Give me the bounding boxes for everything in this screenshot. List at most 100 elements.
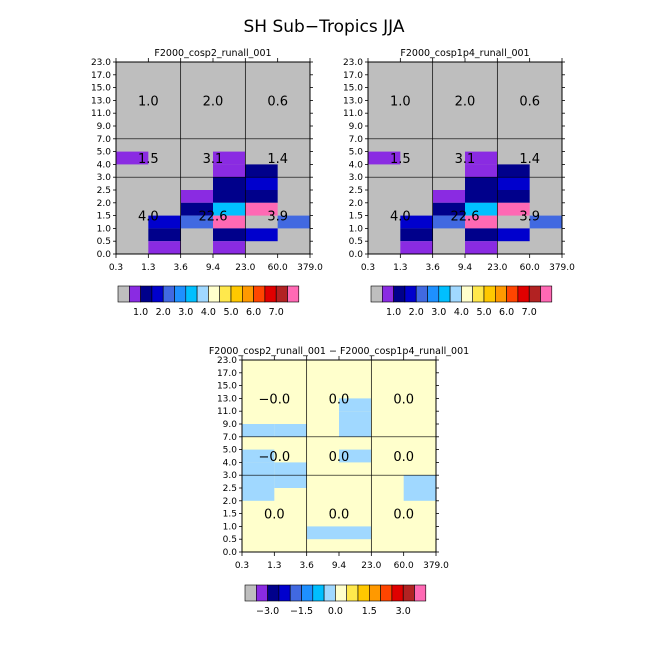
colorbar-swatch xyxy=(346,584,359,602)
heatmap-cell xyxy=(213,228,246,242)
heatmap-cell xyxy=(245,228,278,242)
colorbar-swatch xyxy=(391,584,404,602)
colorbar-label: 4.0 xyxy=(201,307,216,318)
region-value: 1.0 xyxy=(138,94,159,109)
colorbar-swatch xyxy=(140,285,153,303)
panel-title: F2000_cosp1p4_runall_001 xyxy=(400,48,529,59)
y-tick-label: 11.0 xyxy=(217,407,237,417)
heatmap-cell xyxy=(339,449,372,463)
x-tick-label: 1.3 xyxy=(393,263,407,273)
y-tick-label: 9.0 xyxy=(97,122,112,132)
x-tick-label: 1.3 xyxy=(141,263,155,273)
y-tick-label: 23.0 xyxy=(217,356,237,366)
heatmap-cell xyxy=(274,424,307,437)
y-tick-label: 11.0 xyxy=(343,109,363,119)
heatmap-cell xyxy=(400,228,433,242)
x-tick-label: 60.0 xyxy=(520,263,540,273)
heatmap-cell xyxy=(368,151,401,165)
region-value: 0.0 xyxy=(393,450,414,465)
heatmap-cell xyxy=(497,177,530,190)
colorbar-swatch xyxy=(312,584,325,602)
panel-1: 0.0 0.5 1.0 1.5 2.0 2.5 3.0 4.0 5.0 7.0 9.0 11.0 13.… xyxy=(91,48,323,318)
y-tick-label: 1.5 xyxy=(223,510,237,520)
region-value: 1.5 xyxy=(138,152,159,167)
y-tick-label: 13.0 xyxy=(217,394,237,404)
x-tick-label: 60.0 xyxy=(268,263,288,273)
x-tick-label: 379.0 xyxy=(297,263,323,273)
y-tick-label: 17.0 xyxy=(91,71,111,81)
figure-title: SH Sub−Tropics JJA xyxy=(244,17,405,37)
colorbar-swatch xyxy=(242,285,254,303)
region-value: 0.6 xyxy=(519,94,540,109)
colorbar-swatch xyxy=(335,584,347,602)
colorbar-label: 2.0 xyxy=(409,307,424,318)
colorbar-swatch xyxy=(381,285,394,303)
region-value: 1.0 xyxy=(390,94,411,109)
heatmap-cell xyxy=(180,215,213,229)
y-tick-label: 0.5 xyxy=(349,237,363,247)
y-tick-label: 1.0 xyxy=(349,224,364,234)
region-value: 2.0 xyxy=(455,94,476,109)
heatmap-cell xyxy=(497,228,530,242)
y-tick-label: 5.0 xyxy=(97,148,112,158)
x-tick-label: 9.4 xyxy=(332,561,347,571)
heatmap-cell xyxy=(465,190,498,203)
y-tick-label: 3.0 xyxy=(97,173,112,183)
region-value: 0.0 xyxy=(393,392,414,407)
colorbar-swatch xyxy=(427,285,440,303)
colorbar-swatch xyxy=(380,584,393,602)
x-tick-label: 0.3 xyxy=(361,263,375,273)
colorbar-swatch xyxy=(402,584,415,602)
colorbar-swatch xyxy=(230,285,243,303)
y-tick-label: 15.0 xyxy=(217,382,237,392)
y-tick-label: 2.5 xyxy=(349,186,363,196)
region-value: 0.6 xyxy=(267,94,288,109)
y-tick-label: 9.0 xyxy=(223,420,238,430)
colorbar-label: 6.0 xyxy=(246,307,261,318)
y-tick-label: 7.0 xyxy=(223,433,238,443)
heatmap-cell xyxy=(245,190,278,203)
x-tick-label: 9.4 xyxy=(458,263,473,273)
heatmap-cell xyxy=(242,424,275,437)
heatmap-cell xyxy=(213,177,246,190)
region-value: 0.0 xyxy=(264,508,285,523)
y-tick-label: 4.0 xyxy=(223,458,238,468)
heatmap-cell xyxy=(529,215,562,229)
heatmap-cell xyxy=(432,190,465,203)
colorbar-swatch xyxy=(415,285,428,303)
heatmap-cell xyxy=(465,177,498,190)
colorbar-swatch xyxy=(404,285,417,303)
region-value: 0.0 xyxy=(329,508,350,523)
colorbar-swatch xyxy=(393,285,406,303)
region-value: 3.1 xyxy=(455,152,476,167)
region-value: −0.0 xyxy=(259,392,291,407)
y-tick-label: 15.0 xyxy=(91,84,111,94)
y-tick-label: 17.0 xyxy=(343,71,363,81)
region-value: 0.0 xyxy=(329,450,350,465)
heatmap-cell xyxy=(213,215,246,229)
colorbar: 1.0 2.0 3.0 4.0 5.0 6.0 7.0 xyxy=(117,285,300,318)
heatmap-cell xyxy=(497,190,530,203)
region-value: 22.6 xyxy=(451,210,480,225)
colorbar-swatch xyxy=(117,285,130,303)
y-tick-label: 13.0 xyxy=(343,96,363,106)
heatmap-cell xyxy=(465,228,498,242)
heatmap-cell xyxy=(339,398,372,412)
y-tick-label: 1.0 xyxy=(97,224,112,234)
colorbar-label: 7.0 xyxy=(269,307,284,318)
y-tick-label: 2.0 xyxy=(223,497,238,507)
x-tick-label: 379.0 xyxy=(423,561,449,571)
heatmap-cell xyxy=(274,462,307,476)
heatmap-cell xyxy=(497,164,530,178)
heatmap-cell xyxy=(465,215,498,229)
colorbar-swatch xyxy=(255,584,268,602)
colorbar-swatch xyxy=(253,285,266,303)
y-tick-label: 1.0 xyxy=(223,522,238,532)
colorbar-swatch xyxy=(323,584,336,602)
colorbar-swatch xyxy=(301,584,314,602)
heatmap-cell xyxy=(306,526,339,540)
y-tick-label: 1.5 xyxy=(349,212,363,222)
y-tick-label: 9.0 xyxy=(349,122,364,132)
heatmap-cell xyxy=(213,151,246,165)
